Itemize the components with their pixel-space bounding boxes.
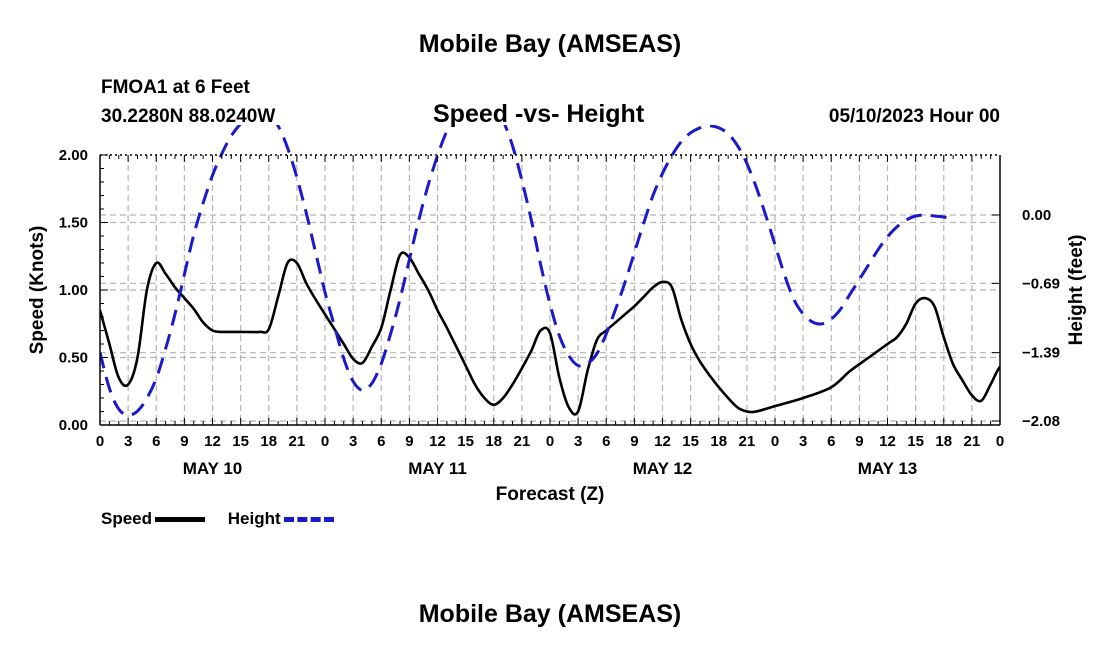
grid-lines <box>100 155 1000 425</box>
x-tick-label: 3 <box>349 433 357 450</box>
chart-subtitle: Speed -vs- Height <box>433 100 645 128</box>
y-right-tick-label: −2.08 <box>1022 413 1060 430</box>
station-label: FMOA1 at 6 Feet <box>101 77 250 98</box>
day-label: MAY 10 <box>183 459 243 478</box>
chart-title: Mobile Bay (AMSEAS) <box>418 30 682 58</box>
x-tick-label: 0 <box>546 433 554 450</box>
x-tick-label: 15 <box>457 433 474 450</box>
x-tick-label: 15 <box>682 433 699 450</box>
x-tick-label: 6 <box>152 433 160 450</box>
x-tick-label: 0 <box>996 433 1004 450</box>
series-line-speed <box>100 251 1000 416</box>
coordinates-label: 30.2280N 88.0240W <box>101 106 276 127</box>
x-tick-label: 12 <box>204 433 221 450</box>
x-tick-label: 21 <box>964 433 981 450</box>
y-right-axis-title: Height (feet) <box>1066 235 1087 346</box>
x-tick-label: 9 <box>180 433 188 450</box>
x-tick-label: 3 <box>574 433 582 450</box>
x-tick-label: 9 <box>855 433 863 450</box>
legend-height-label: Height <box>227 509 281 528</box>
y-left-tick-label: 0.50 <box>59 350 88 367</box>
x-tick-label: 12 <box>429 433 446 450</box>
y-right-tick-label: 0.00 <box>1022 207 1051 224</box>
legend: Speed Height <box>101 509 352 529</box>
legend-height: Height <box>228 509 334 529</box>
day-label: MAY 13 <box>858 459 918 478</box>
x-tick-label: 18 <box>935 433 952 450</box>
y-left-tick-label: 2.00 <box>59 147 88 164</box>
x-tick-label: 6 <box>602 433 610 450</box>
forecast-timestamp: 05/10/2023 Hour 00 <box>828 106 1000 127</box>
series-line-height <box>100 125 954 417</box>
x-tick-label: 21 <box>514 433 531 450</box>
y-right-tick-label: −1.39 <box>1022 345 1060 362</box>
x-tick-label: 3 <box>799 433 807 450</box>
x-axis-title: Forecast (Z) <box>496 484 605 505</box>
y-right-tick-label: −0.69 <box>1022 275 1060 292</box>
series-layer <box>100 125 1000 417</box>
x-tick-label: 21 <box>289 433 306 450</box>
y-left-tick-label: 0.00 <box>59 417 88 434</box>
axes <box>99 154 1001 426</box>
footer-title: Mobile Bay (AMSEAS) <box>418 600 682 628</box>
x-tick-label: 12 <box>879 433 896 450</box>
x-tick-label: 18 <box>710 433 727 450</box>
day-label: MAY 11 <box>408 459 467 478</box>
axis-labels: 0 3 6 9 12 15 18 21 0 3 6 9 12 15 18 21 0 3 6 9 12 15 18 21 0 3 6 9… <box>27 147 1087 505</box>
x-tick-label: 21 <box>739 433 756 450</box>
legend-speed-label: Speed <box>101 509 153 528</box>
y-left-tick-label: 1.50 <box>59 215 88 232</box>
x-tick-label: 9 <box>630 433 638 450</box>
x-tick-label: 6 <box>377 433 385 450</box>
x-tick-label: 9 <box>405 433 413 450</box>
y-left-tick-label: 1.00 <box>59 282 88 299</box>
x-tick-label: 6 <box>827 433 835 450</box>
x-tick-label: 15 <box>907 433 924 450</box>
day-label: MAY 12 <box>633 459 693 478</box>
x-tick-label: 12 <box>654 433 671 450</box>
legend-speed: Speed <box>101 509 206 529</box>
legend-speed-swatch <box>155 516 206 522</box>
x-tick-label: 0 <box>96 433 104 450</box>
legend-height-swatch <box>283 516 334 522</box>
x-tick-label: 0 <box>771 433 779 450</box>
x-tick-label: 18 <box>260 433 277 450</box>
x-tick-label: 15 <box>232 433 249 450</box>
x-tick-label: 18 <box>485 433 502 450</box>
x-tick-label: 3 <box>124 433 132 450</box>
x-tick-label: 0 <box>321 433 329 450</box>
y-left-axis-title: Speed (Knots) <box>27 226 48 355</box>
